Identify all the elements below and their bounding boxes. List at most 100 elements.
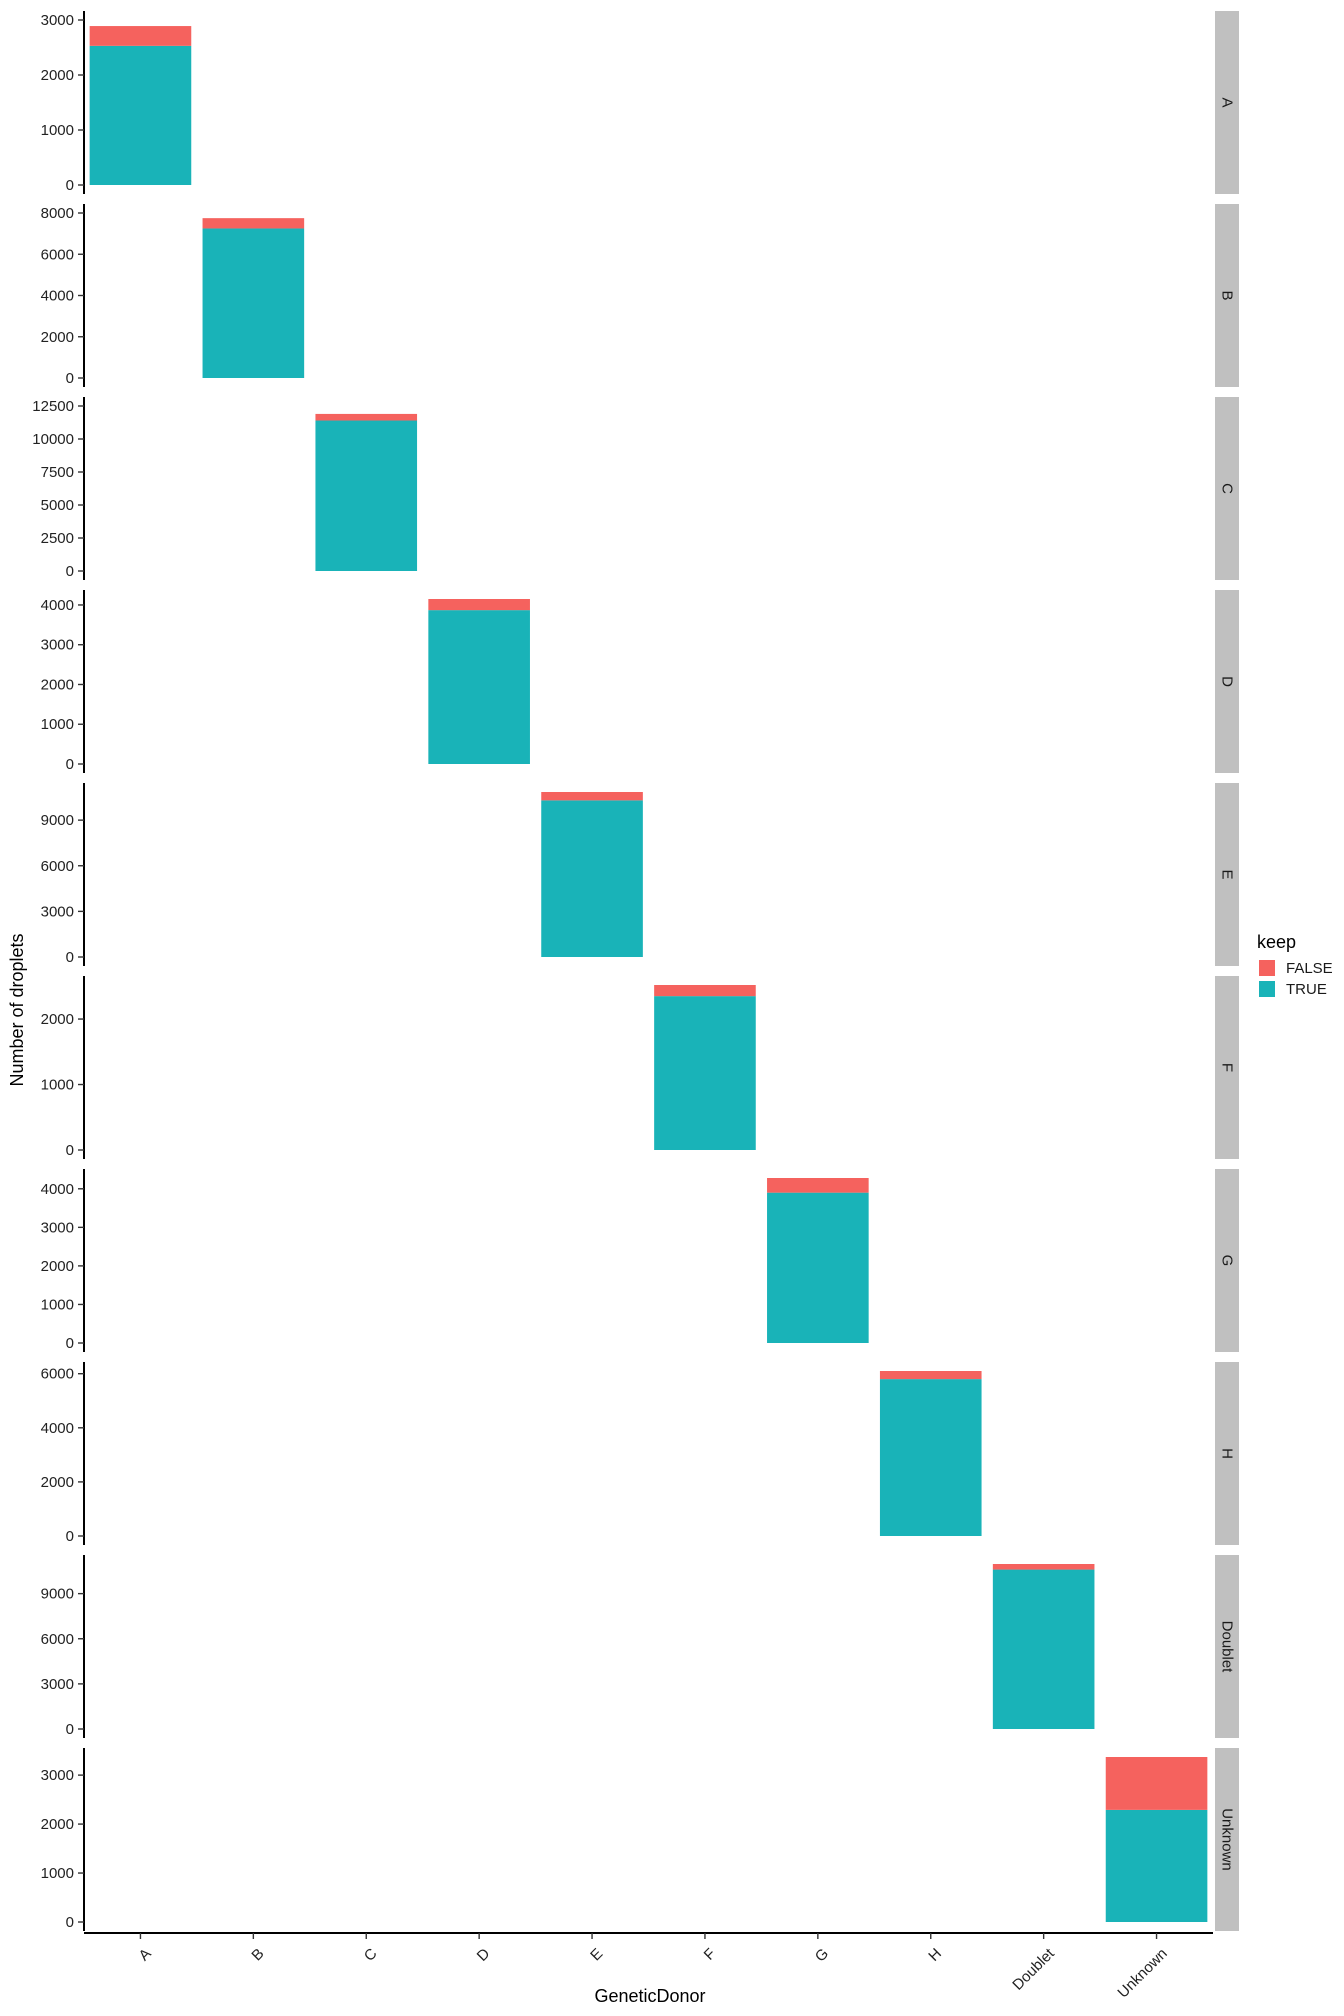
x-tick-label: G — [812, 1945, 832, 1965]
y-tick-label: 6000 — [41, 858, 74, 875]
bar-false-doublet — [992, 1564, 1095, 1570]
panel-unknown: 0 1000 2000 3000 Unknown — [41, 1748, 1239, 1931]
legend-key-true — [1259, 981, 1275, 997]
facet-strip — [1215, 1555, 1239, 1738]
facet-strip-label: G — [1219, 1255, 1236, 1267]
y-tick-label: 10000 — [32, 431, 74, 448]
y-tick-label: 0 — [66, 177, 74, 194]
panel-d: 0 1000 2000 3000 4000 D — [41, 590, 1239, 773]
y-tick-label: 9000 — [41, 812, 74, 829]
panel-b: 0 2000 4000 6000 8000 B — [41, 204, 1239, 387]
facet-strip-label: Unknown — [1219, 1808, 1236, 1871]
bar-false-d — [428, 599, 530, 611]
facet-strip — [1215, 397, 1239, 580]
y-tick-label: 3000 — [41, 1676, 74, 1693]
facet-strip — [1215, 11, 1239, 194]
y-tick-label: 6000 — [41, 1366, 74, 1383]
y-tick-label: 0 — [66, 563, 74, 580]
y-tick-label: 2000 — [41, 329, 74, 346]
y-tick-label: 2000 — [41, 676, 74, 693]
bar-true-b — [202, 228, 305, 378]
y-tick-label: 12500 — [32, 398, 74, 415]
x-axis-title: GeneticDonor — [594, 1986, 705, 2006]
bar-true-d — [428, 610, 530, 764]
panel-doublet: 0 3000 6000 9000 Doublet — [41, 1555, 1239, 1738]
y-tick-label: 1000 — [41, 716, 74, 733]
y-tick-label: 0 — [66, 1528, 74, 1545]
bar-false-unknown — [1105, 1757, 1208, 1810]
y-tick-label: 3000 — [41, 12, 74, 29]
bar-true-c — [315, 420, 418, 571]
y-tick-label: 0 — [66, 1335, 74, 1352]
y-tick-label: 3000 — [41, 1219, 74, 1236]
legend-items: FALSE TRUE — [1259, 960, 1333, 998]
facet-strip — [1215, 783, 1239, 966]
y-tick-label: 6000 — [41, 246, 74, 263]
facet-strip — [1215, 976, 1239, 1159]
bar-true-f — [654, 996, 756, 1150]
y-tick-label: 3000 — [41, 1767, 74, 1784]
y-tick-label: 0 — [66, 756, 74, 773]
legend-label-false: FALSE — [1286, 960, 1333, 977]
bar-false-b — [202, 218, 305, 229]
y-tick-label: 2500 — [41, 530, 74, 547]
y-tick-label: 3000 — [41, 637, 74, 654]
bar-false-g — [767, 1178, 869, 1193]
x-tick-label: Doublet — [1009, 1945, 1058, 1994]
panel-h: 0 2000 4000 6000 H — [41, 1362, 1239, 1545]
y-tick-label: 8000 — [41, 205, 74, 222]
y-tick-label: 4000 — [41, 288, 74, 305]
bar-true-e — [541, 800, 643, 957]
y-tick-label: 4000 — [41, 1181, 74, 1198]
x-tick-label: D — [474, 1945, 494, 1965]
x-tick-label: B — [248, 1945, 267, 1964]
bar-false-h — [879, 1371, 982, 1380]
y-tick-label: 6000 — [41, 1631, 74, 1648]
bar-true-doublet — [992, 1569, 1095, 1729]
legend: keep FALSE TRUE — [1257, 932, 1333, 998]
x-tick-label: C — [361, 1945, 381, 1965]
facet-strip — [1215, 1362, 1239, 1545]
y-tick-label: 1000 — [41, 1077, 74, 1094]
bar-true-unknown — [1105, 1809, 1208, 1922]
bar-true-a — [89, 45, 192, 185]
x-tick-label: H — [925, 1945, 945, 1965]
y-tick-label: 2000 — [41, 1011, 74, 1028]
y-tick-label: 0 — [66, 1142, 74, 1159]
y-tick-label: 1000 — [41, 1296, 74, 1313]
bar-false-c — [315, 413, 418, 421]
x-tick-label: F — [701, 1945, 720, 1964]
facet-strip-label: A — [1219, 97, 1236, 107]
y-tick-label: 5000 — [41, 497, 74, 514]
facet-strip-label: B — [1219, 290, 1236, 300]
facet-strip-label: H — [1219, 1448, 1236, 1459]
bar-false-a — [89, 26, 192, 46]
facet-strip — [1215, 590, 1239, 773]
facet-strip-label: C — [1219, 483, 1236, 494]
y-tick-label: 2000 — [41, 1816, 74, 1833]
bar-false-e — [541, 792, 643, 801]
panel-f: 0 1000 2000 F — [41, 976, 1239, 1159]
bar-false-f — [654, 985, 756, 997]
y-tick-label: 1000 — [41, 1865, 74, 1882]
y-tick-label: 2000 — [41, 1258, 74, 1275]
y-tick-label: 0 — [66, 1914, 74, 1931]
y-tick-label: 2000 — [41, 1474, 74, 1491]
y-tick-label: 7500 — [41, 464, 74, 481]
panel-g: 0 1000 2000 3000 4000 G — [41, 1169, 1239, 1352]
y-tick-label: 4000 — [41, 1420, 74, 1437]
panel-a: 0 1000 2000 3000 A — [41, 11, 1239, 194]
x-tick-label: Unknown — [1114, 1945, 1170, 2001]
legend-key-false — [1259, 960, 1275, 976]
bar-true-g — [767, 1192, 869, 1343]
facet-strip — [1215, 1748, 1239, 1931]
legend-title: keep — [1257, 932, 1296, 952]
y-tick-label: 0 — [66, 949, 74, 966]
panel-c: 0 2500 5000 7500 10000 12500 C — [32, 397, 1239, 580]
x-tick-label: E — [587, 1945, 606, 1964]
y-tick-label: 1000 — [41, 122, 74, 139]
x-tick-label: A — [136, 1945, 155, 1964]
bar-true-h — [879, 1379, 982, 1536]
facet-strip — [1215, 1169, 1239, 1352]
